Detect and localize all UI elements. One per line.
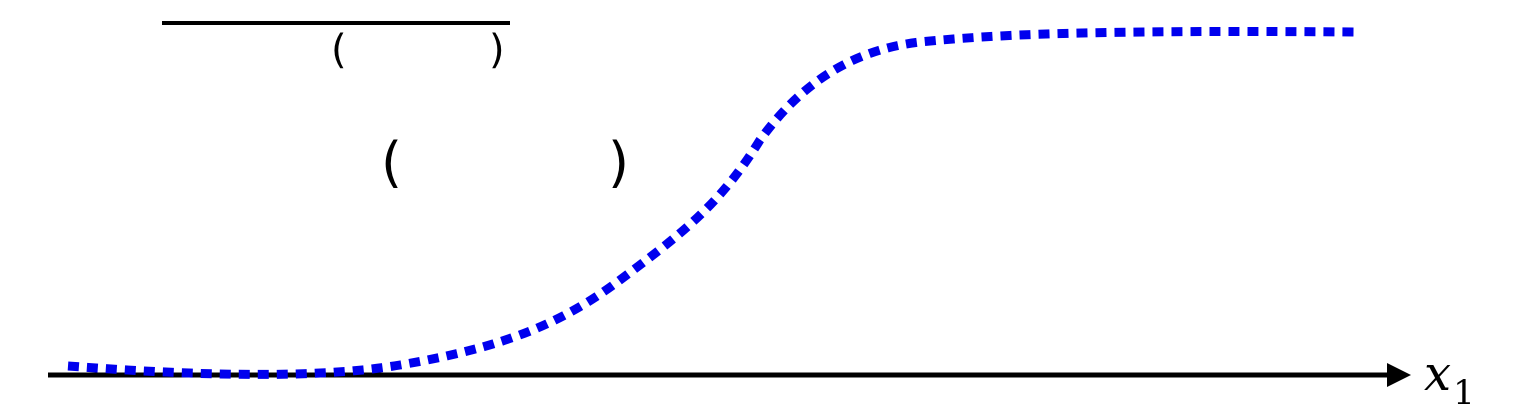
x-axis-label: x1 <box>1424 350 1475 410</box>
sigmoid-curve <box>67 26 1356 379</box>
argument-close-paren: ) <box>608 131 630 194</box>
argument-open-paren: ( <box>381 131 403 194</box>
x-axis-label-subscript: 1 <box>1453 373 1475 413</box>
x-axis-arrowhead <box>1387 363 1411 387</box>
x-axis-label-base: x <box>1424 346 1452 402</box>
numerator-close-paren: ) <box>489 27 505 73</box>
numerator-open-paren: ( <box>331 27 347 73</box>
